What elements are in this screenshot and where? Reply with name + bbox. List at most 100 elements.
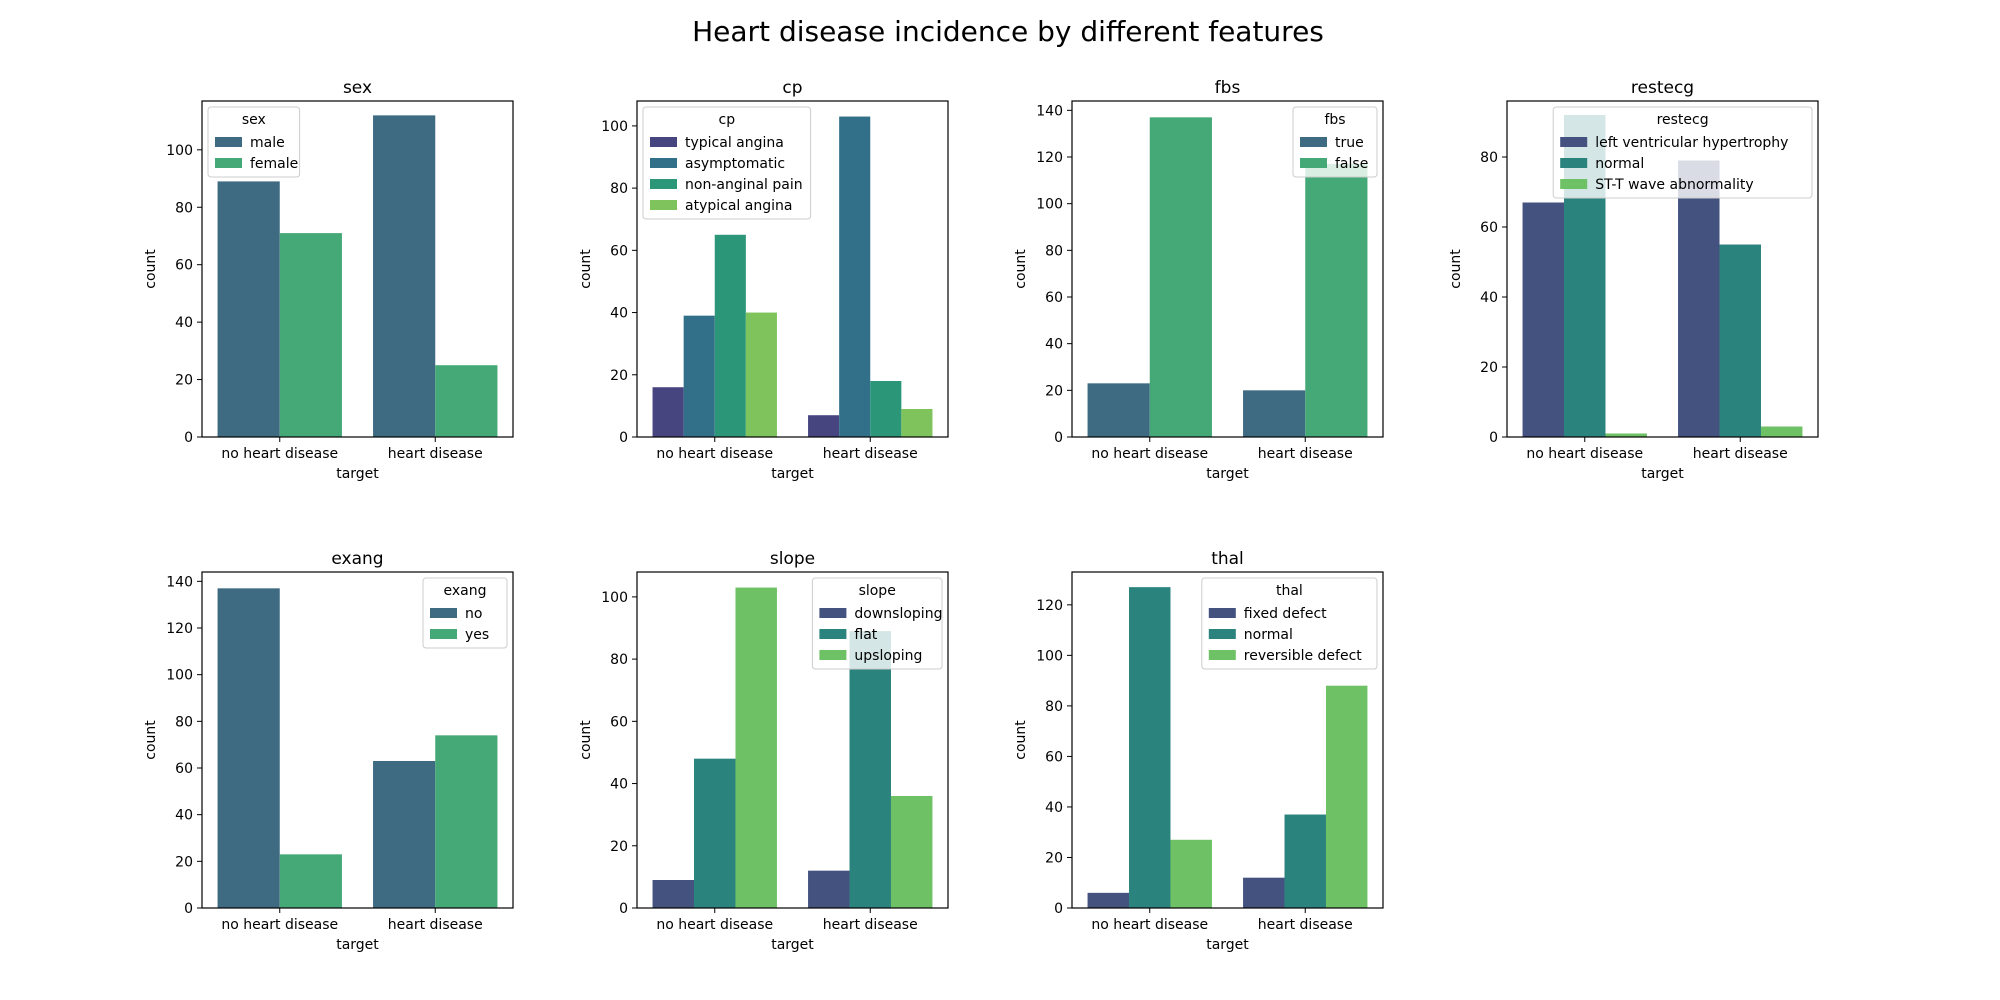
- legend-swatch: [1560, 137, 1588, 147]
- x-axis-label: target: [336, 937, 379, 953]
- legend-label: upsloping: [854, 648, 922, 664]
- legend: slope downsloping flat upsloping: [811, 577, 943, 670]
- legend-title: slope: [859, 583, 896, 599]
- bar-normal-1: [1284, 814, 1326, 908]
- legend-title: exang: [444, 583, 487, 599]
- axes-frame: [1071, 100, 1384, 438]
- bar-no-0: [217, 588, 280, 908]
- bar-typical-angina-1: [808, 415, 840, 437]
- axes-frame: [201, 100, 514, 438]
- legend-title: thal: [1276, 583, 1303, 599]
- bar-yes-0: [279, 854, 342, 908]
- chart-panel-slope: 0 20 40 60 80 100 no heart disease heart diseas…: [578, 549, 949, 953]
- legend-swatch: [1300, 137, 1327, 147]
- axes-frame: [636, 571, 949, 909]
- bar-downsloping-0: [652, 880, 695, 908]
- legend-swatch: [430, 608, 457, 618]
- legend: cp typical angina asymptomatic non-anginal …: [642, 106, 812, 220]
- axes-frame: [201, 571, 514, 909]
- y-tick-label: 40: [1045, 800, 1063, 816]
- y-axis-label: count: [143, 720, 159, 760]
- legend-swatch: [1208, 650, 1236, 660]
- legend: exang no yes: [422, 577, 508, 649]
- y-tick-label: 0: [619, 430, 628, 446]
- y-tick-label: 0: [184, 430, 193, 446]
- axes-frame: [1071, 571, 1384, 909]
- bar-upsloping-0: [735, 587, 777, 908]
- bar-left-ventricular-hypertrophy-1: [1678, 160, 1720, 437]
- y-tick-label: 60: [610, 243, 628, 259]
- x-tick-label: no heart disease: [221, 446, 338, 462]
- y-axis-label: count: [1448, 249, 1464, 289]
- legend-label: true: [1335, 135, 1364, 151]
- legend-label: asymptomatic: [685, 156, 785, 172]
- legend-label: ST-T wave abnormality: [1595, 177, 1753, 193]
- bar-non-anginal-pain-1: [870, 381, 902, 437]
- y-tick-label: 60: [175, 258, 193, 274]
- legend-swatch: [819, 650, 847, 660]
- bar-normal-0: [1129, 587, 1171, 908]
- y-tick-label: 100: [1036, 197, 1063, 213]
- bar-false-1: [1305, 164, 1368, 437]
- chart-panels: 0 20 40 60 80 100 no heart disease heart diseas…: [143, 78, 1819, 953]
- bar-ST-T-wave-abnormality-1: [1760, 426, 1803, 437]
- legend-swatch: [1208, 629, 1236, 639]
- chart-panel-fbs: 0 20 40 60 80 100 120 140 no heart disease heart …: [1013, 78, 1384, 482]
- bar-ST-T-wave-abnormality-0: [1605, 433, 1647, 437]
- x-tick-label: no heart disease: [656, 917, 773, 933]
- y-axis-label: count: [1013, 249, 1029, 289]
- y-tick-label: 40: [175, 315, 193, 331]
- legend-title: cp: [719, 112, 736, 128]
- legend-title: sex: [242, 112, 266, 128]
- legend-swatch: [1208, 608, 1236, 618]
- legend-label: female: [250, 156, 298, 172]
- x-tick-label: heart disease: [1258, 917, 1353, 933]
- chart-panel-restecg: 0 20 40 60 80 no heart disease heart disease re…: [1448, 78, 1819, 482]
- y-tick-label: 120: [1036, 598, 1063, 614]
- x-axis-label: target: [1641, 466, 1684, 482]
- y-tick-label: 20: [610, 368, 628, 384]
- y-tick-label: 20: [175, 854, 193, 870]
- x-tick-label: heart disease: [823, 446, 918, 462]
- legend-label: normal: [1595, 156, 1644, 172]
- bar-reversible-defect-1: [1325, 685, 1368, 908]
- legend-box: [642, 106, 812, 220]
- y-tick-label: 100: [1036, 648, 1063, 664]
- y-axis-label: count: [143, 249, 159, 289]
- legend-swatch: [650, 200, 677, 210]
- legend: sex male female: [207, 106, 301, 178]
- bar-atypical-angina-0: [745, 312, 777, 437]
- y-tick-label: 20: [1045, 850, 1063, 866]
- y-axis-label: count: [578, 249, 594, 289]
- bar-no-1: [373, 761, 436, 908]
- legend-box: [811, 577, 943, 670]
- legend-label: false: [1335, 156, 1368, 172]
- bar-false-0: [1149, 117, 1212, 437]
- y-tick-label: 0: [1489, 430, 1498, 446]
- x-tick-label: no heart disease: [1526, 446, 1643, 462]
- legend-label: non-anginal pain: [685, 177, 803, 193]
- legend: thal fixed defect normal reversible defect: [1201, 577, 1378, 670]
- y-tick-label: 140: [1036, 103, 1063, 119]
- x-tick-label: no heart disease: [656, 446, 773, 462]
- legend-swatch: [650, 137, 677, 147]
- y-tick-label: 60: [1045, 749, 1063, 765]
- legend-swatch: [1560, 158, 1588, 168]
- y-tick-label: 0: [184, 901, 193, 917]
- axes-frame: [636, 100, 949, 438]
- x-tick-label: heart disease: [388, 917, 483, 933]
- chart-title: fbs: [1215, 78, 1241, 98]
- y-tick-label: 60: [610, 714, 628, 730]
- legend-box: [1552, 106, 1813, 199]
- y-tick-label: 20: [175, 373, 193, 389]
- y-tick-label: 120: [1036, 150, 1063, 166]
- y-tick-label: 100: [166, 143, 193, 159]
- x-axis-label: target: [336, 466, 379, 482]
- x-axis-label: target: [771, 937, 814, 953]
- x-tick-label: no heart disease: [221, 917, 338, 933]
- x-tick-label: heart disease: [1693, 446, 1788, 462]
- y-tick-label: 120: [166, 621, 193, 637]
- y-tick-label: 0: [1054, 430, 1063, 446]
- y-tick-label: 20: [1480, 360, 1498, 376]
- y-tick-label: 40: [610, 777, 628, 793]
